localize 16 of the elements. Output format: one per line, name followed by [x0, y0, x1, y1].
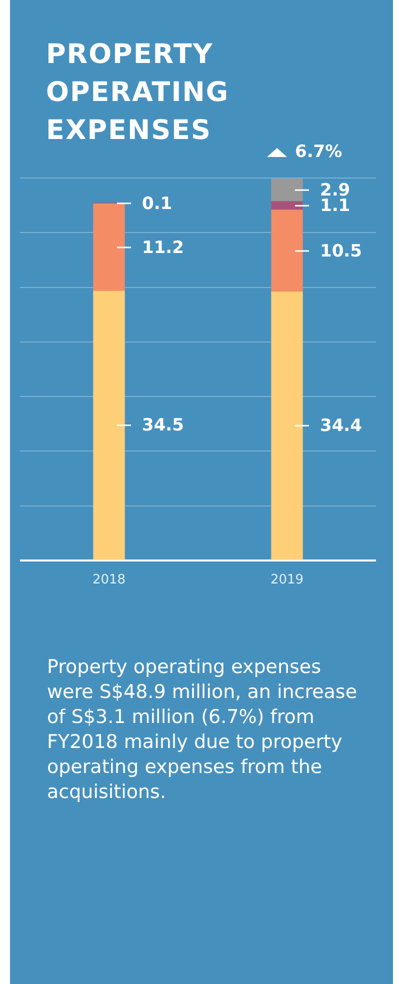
x-tick-label: 2018 [92, 572, 126, 588]
data-label: 34.4 [320, 416, 362, 436]
data-label: 34.5 [142, 416, 184, 436]
text: Property operating expenses were S$48.9 million, an increase of S$3.1 million (6.7%) from FY2018 mainly due to property operating expenses from the acquisitions. [47, 655, 358, 805]
data-label: 11.2 [142, 238, 184, 258]
annotation: 6.7% [295, 142, 342, 162]
bar [93, 290, 125, 560]
bar [271, 210, 303, 292]
x-tick-label: 2019 [270, 572, 304, 588]
bar [271, 178, 303, 202]
bar [93, 203, 125, 292]
data-label: 1.1 [320, 196, 350, 216]
data-label: 10.5 [320, 241, 362, 262]
data-label: 0.1 [142, 194, 172, 214]
chart-title: PROPERTY OPERATING EXPENSES [46, 39, 229, 146]
bar [271, 292, 303, 560]
